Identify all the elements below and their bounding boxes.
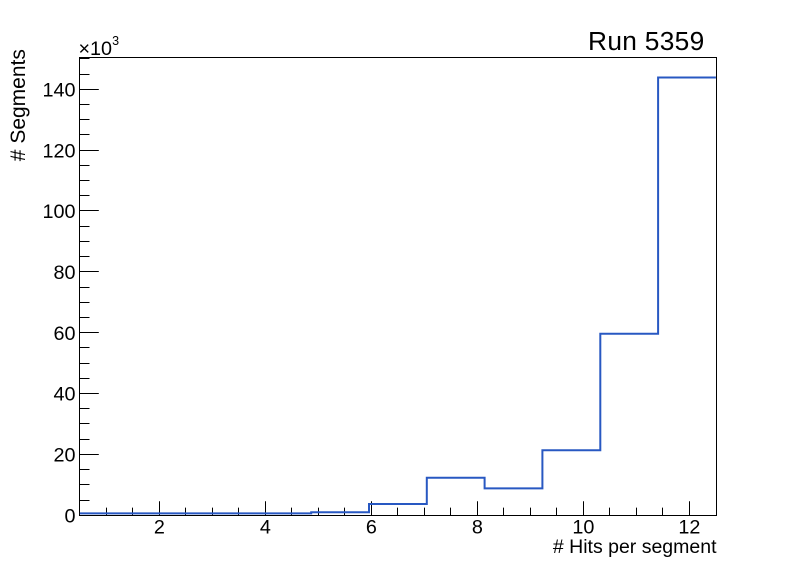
svg-text:2: 2	[154, 516, 165, 538]
svg-text:40: 40	[53, 384, 75, 406]
svg-text:60: 60	[53, 323, 75, 345]
svg-text:100: 100	[42, 201, 75, 223]
svg-text:6: 6	[366, 516, 377, 538]
svg-text:120: 120	[42, 140, 75, 162]
svg-text:8: 8	[472, 516, 483, 538]
svg-text:12: 12	[678, 516, 700, 538]
svg-text:0: 0	[64, 505, 75, 527]
svg-text:# Segments: # Segments	[7, 49, 30, 161]
svg-text:4: 4	[260, 516, 271, 538]
svg-text:Run 5359: Run 5359	[588, 26, 704, 56]
svg-text:20: 20	[53, 445, 75, 467]
svg-text:80: 80	[53, 262, 75, 284]
svg-text:10: 10	[572, 516, 594, 538]
svg-text:# Hits per segment: # Hits per segment	[553, 536, 717, 558]
svg-text:140: 140	[42, 80, 75, 102]
